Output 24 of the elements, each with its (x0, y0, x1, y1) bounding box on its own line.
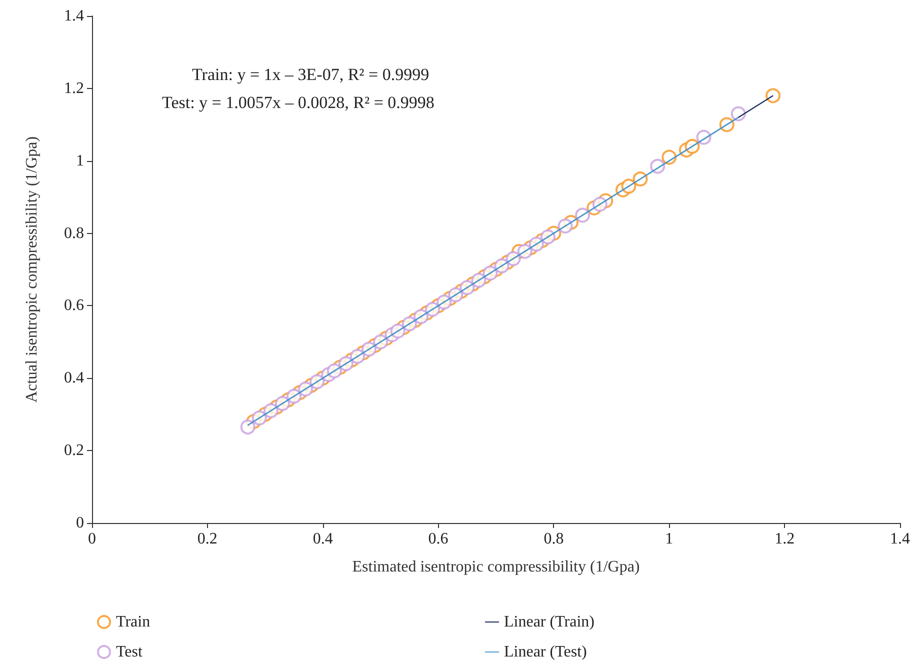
legend-label: Train (116, 614, 150, 630)
y-tick-label: 0.8 (64, 224, 84, 242)
x-tick-label: 0.2 (197, 530, 218, 548)
x-tick-label: 0 (88, 530, 96, 548)
annotation: Test: y = 1.0057x – 0.0028, R² = 0.9998 (162, 93, 434, 112)
x-tick-label: 0.8 (544, 530, 564, 548)
y-tick-label: 0.2 (64, 442, 84, 460)
x-tick-label: 0.6 (428, 530, 448, 548)
legend-label: Linear (Train) (504, 614, 594, 630)
x-tick-label: 1.2 (774, 530, 795, 548)
annotation: Train: y = 1x – 3E-07, R² = 0.9999 (192, 65, 430, 84)
y-tick-label: 1 (76, 152, 84, 170)
x-tick-label: 1 (665, 530, 674, 548)
y-tick-label: 0.6 (64, 297, 84, 314)
x-axis-title: Estimated isentropic compressibility (1/Gpa) (352, 558, 640, 576)
y-tick-label: 0.4 (64, 370, 84, 387)
x-tick-label: 1.4 (890, 530, 910, 548)
y-tick-label: 1.2 (64, 80, 84, 97)
x-tick-label: 0.4 (312, 530, 333, 548)
legend-label: Linear (Test) (504, 644, 587, 660)
y-axis-title: Actual isentropic compressibility (1/Gpa) (24, 136, 40, 403)
legend-label: Test (116, 644, 143, 660)
y-tick-label: 1.4 (64, 8, 84, 24)
y-tick-label: 0 (76, 514, 84, 532)
